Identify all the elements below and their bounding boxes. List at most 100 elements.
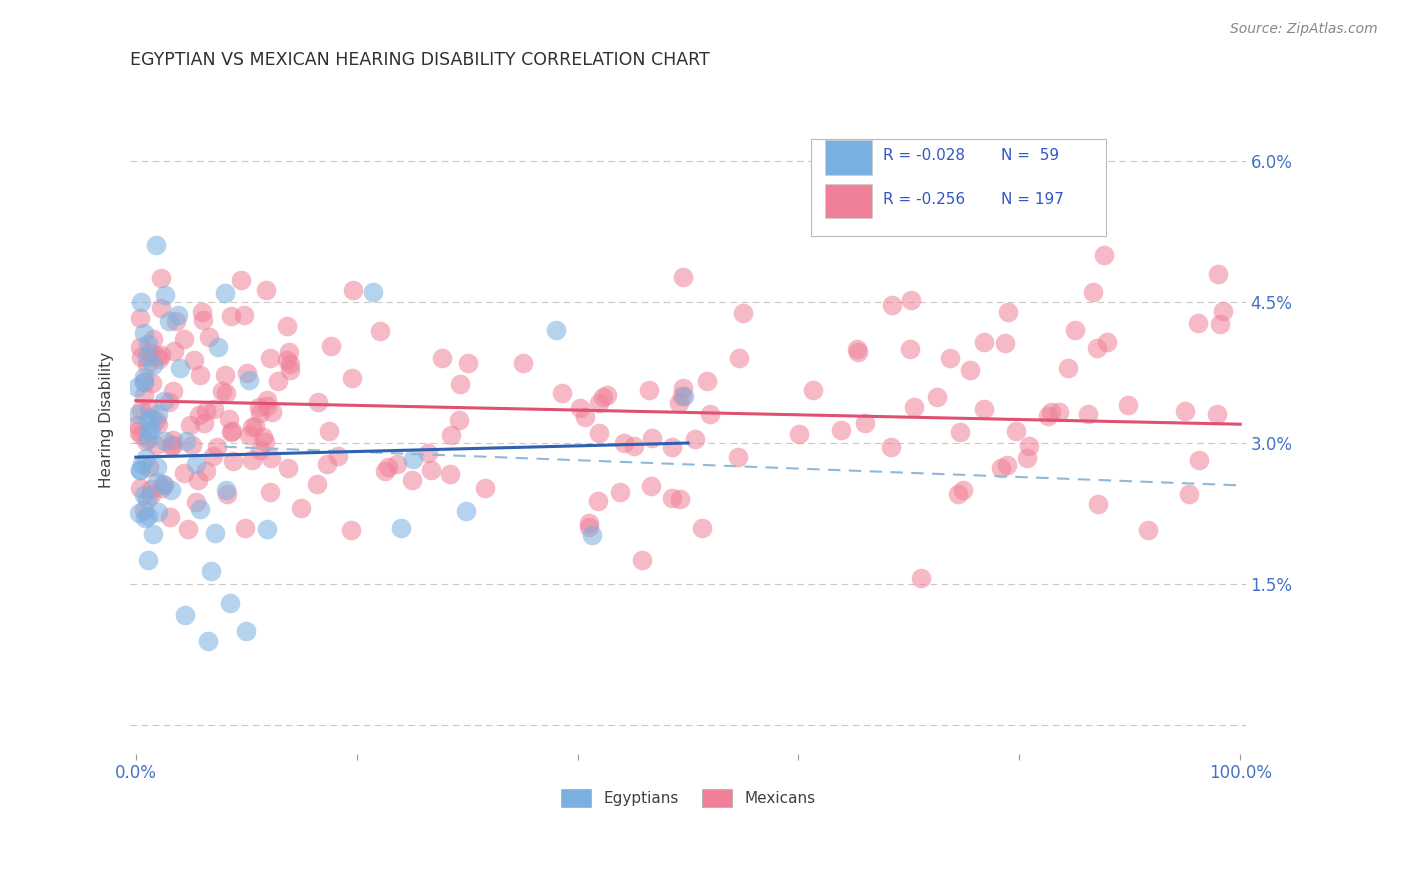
- Point: [146, 417, 169, 432]
- Point: [727, 450, 749, 465]
- Point: [1005, 424, 1028, 438]
- Text: R = -0.028: R = -0.028: [883, 148, 965, 163]
- Point: [174, 434, 197, 448]
- Point: [247, 401, 270, 415]
- Point: [180, 438, 202, 452]
- Point: [233, 308, 256, 322]
- FancyBboxPatch shape: [811, 139, 1107, 235]
- Point: [307, 477, 329, 491]
- Point: [146, 407, 169, 421]
- Point: [145, 238, 167, 252]
- Point: [173, 332, 195, 346]
- Point: [150, 481, 173, 495]
- Point: [574, 409, 596, 424]
- Point: [387, 458, 409, 472]
- Point: [609, 484, 631, 499]
- Point: [135, 450, 157, 465]
- Point: [588, 426, 610, 441]
- Point: [142, 332, 165, 346]
- Point: [132, 388, 155, 402]
- Point: [128, 340, 150, 354]
- Point: [139, 411, 162, 425]
- Point: [1206, 407, 1229, 421]
- Point: [672, 269, 695, 284]
- Point: [361, 285, 384, 300]
- Point: [160, 483, 183, 498]
- Point: [1136, 523, 1159, 537]
- Point: [389, 521, 412, 535]
- Point: [613, 436, 636, 450]
- Point: [231, 273, 253, 287]
- Point: [145, 459, 167, 474]
- Point: [789, 427, 811, 442]
- Point: [1095, 335, 1118, 350]
- Point: [318, 424, 340, 438]
- Point: [235, 367, 257, 381]
- Point: [141, 376, 163, 390]
- Point: [153, 393, 176, 408]
- Point: [166, 308, 188, 322]
- Point: [377, 460, 399, 475]
- Point: [249, 442, 271, 457]
- Point: [668, 396, 690, 410]
- Point: [136, 351, 159, 365]
- Point: [131, 458, 153, 472]
- Point: [125, 418, 148, 433]
- Point: [416, 445, 439, 459]
- Point: [946, 487, 969, 501]
- Point: [990, 461, 1012, 475]
- Point: [153, 434, 176, 449]
- Point: [131, 294, 153, 309]
- Point: [586, 494, 609, 508]
- Point: [910, 571, 932, 585]
- Point: [138, 460, 160, 475]
- Point: [183, 353, 205, 368]
- Point: [221, 424, 243, 438]
- Point: [254, 283, 277, 297]
- Point: [551, 386, 574, 401]
- Point: [165, 314, 187, 328]
- Point: [195, 464, 218, 478]
- Point: [690, 521, 713, 535]
- Point: [672, 380, 695, 394]
- Point: [145, 413, 167, 427]
- Point: [1116, 398, 1139, 412]
- Point: [141, 423, 163, 437]
- Point: [142, 527, 165, 541]
- Point: [188, 368, 211, 382]
- Point: [157, 314, 180, 328]
- Point: [880, 440, 903, 454]
- Point: [252, 430, 274, 444]
- Point: [939, 351, 962, 366]
- Point: [197, 330, 219, 344]
- Point: [240, 453, 263, 467]
- Point: [145, 438, 167, 452]
- Point: [134, 369, 156, 384]
- Point: [419, 463, 441, 477]
- Point: [193, 417, 215, 431]
- Text: R = -0.256: R = -0.256: [883, 192, 966, 207]
- Point: [1081, 285, 1104, 300]
- Point: [699, 407, 721, 421]
- Point: [259, 351, 281, 366]
- Point: [202, 449, 225, 463]
- Point: [173, 466, 195, 480]
- Point: [146, 505, 169, 519]
- Point: [202, 402, 225, 417]
- Point: [596, 387, 619, 401]
- Point: [174, 608, 197, 623]
- Point: [803, 383, 825, 397]
- Point: [205, 441, 228, 455]
- Point: [221, 453, 243, 467]
- Point: [402, 452, 425, 467]
- Point: [127, 380, 149, 394]
- Point: [219, 425, 242, 440]
- Point: [138, 401, 160, 416]
- Point: [135, 434, 157, 448]
- Point: [290, 500, 312, 515]
- Point: [132, 503, 155, 517]
- Point: [238, 373, 260, 387]
- Point: [134, 511, 156, 525]
- Point: [135, 491, 157, 506]
- Point: [368, 325, 391, 339]
